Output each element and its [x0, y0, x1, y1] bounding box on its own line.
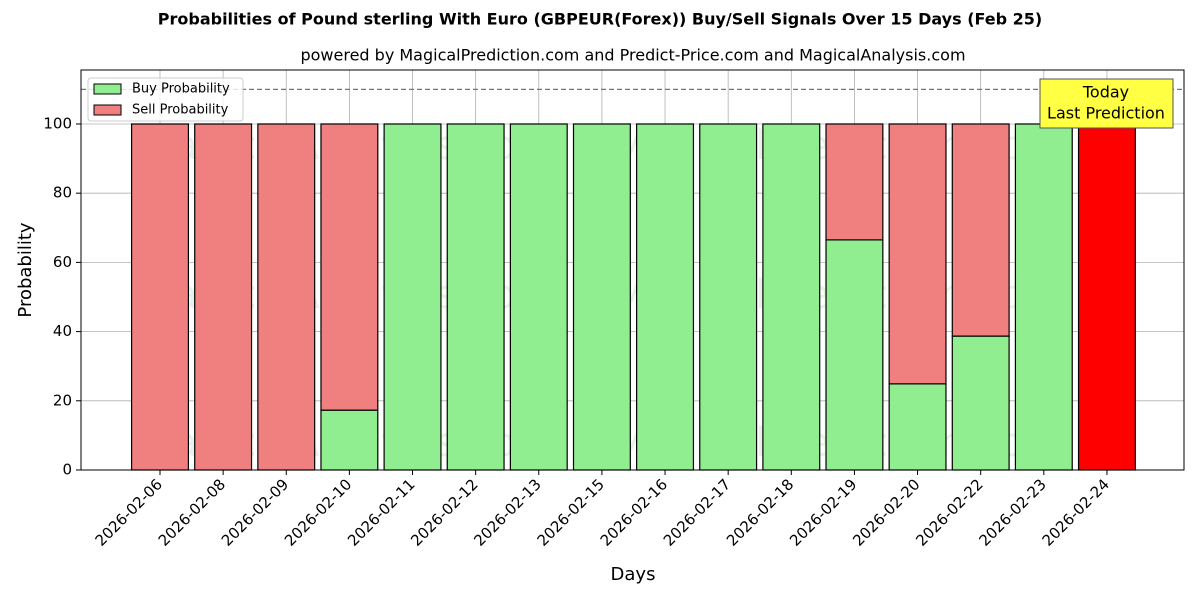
x-tick-label: 2026-02-12 — [407, 475, 481, 549]
x-tick-label: 2026-02-10 — [281, 475, 355, 549]
bar-segment — [1077, 123, 1136, 471]
x-tick-label: 2026-02-23 — [975, 475, 1049, 549]
bar-segment — [888, 383, 947, 471]
bar-segment — [699, 123, 758, 471]
bar-segment — [762, 123, 821, 471]
x-tick-label: 2026-02-09 — [218, 475, 292, 549]
x-tick-label: 2026-02-15 — [534, 475, 608, 549]
bar-segment — [825, 123, 884, 241]
bar-segment — [194, 123, 253, 471]
x-tick-label: 2026-02-11 — [344, 475, 418, 549]
bar-segment — [636, 123, 695, 471]
bar-segment — [1014, 123, 1073, 471]
bar-segment — [446, 123, 505, 471]
plot-frame — [80, 69, 1185, 471]
x-tick-label: 2026-02-22 — [912, 475, 986, 549]
x-tick-label: 2026-02-08 — [155, 475, 229, 549]
bar-segment — [257, 123, 316, 471]
legend-swatch — [93, 104, 122, 116]
legend-label: Buy Probability — [132, 82, 230, 97]
chart-title: Probabilities of Pound sterling With Eur… — [158, 10, 1043, 29]
bar-segment — [130, 123, 190, 471]
y-tick-label: 80 — [53, 184, 72, 202]
bar-segment — [320, 409, 379, 471]
bar-segment — [509, 123, 568, 471]
bar-segment — [572, 123, 631, 471]
bar-segment — [951, 123, 1010, 337]
bar-segment — [320, 123, 379, 411]
y-tick-label: 0 — [62, 461, 72, 479]
y-tick-label: 100 — [43, 114, 72, 132]
y-tick-label: 40 — [53, 322, 72, 340]
y-axis-label: Probability — [15, 222, 36, 317]
y-tick-label: 20 — [53, 391, 72, 409]
x-tick-label: 2026-02-17 — [660, 475, 734, 549]
y-tick-label: 60 — [53, 253, 72, 271]
x-axis-label: Days — [611, 564, 656, 585]
x-tick-label: 2026-02-06 — [92, 475, 166, 549]
bar-segment — [825, 239, 884, 471]
x-tick-label: 2026-02-13 — [470, 475, 544, 549]
bar-segment — [888, 123, 947, 385]
legend-label: Sell Probability — [132, 103, 229, 118]
chart-subtitle: powered by MagicalPrediction.com and Pre… — [300, 46, 965, 65]
x-tick-label: 2026-02-16 — [597, 475, 671, 549]
bar-segment — [383, 123, 442, 471]
x-tick-label: 2026-02-19 — [786, 475, 860, 549]
legend-swatch — [93, 83, 122, 95]
legend-box — [87, 77, 244, 122]
bar-segment — [951, 335, 1010, 471]
annotation-text: Today — [1082, 83, 1129, 102]
annotation-text: Last Prediction — [1047, 104, 1165, 123]
x-tick-label: 2026-02-18 — [723, 475, 797, 549]
x-tick-label: 2026-02-24 — [1039, 475, 1113, 549]
x-tick-label: 2026-02-20 — [849, 475, 923, 549]
annotation-box — [1039, 78, 1174, 129]
